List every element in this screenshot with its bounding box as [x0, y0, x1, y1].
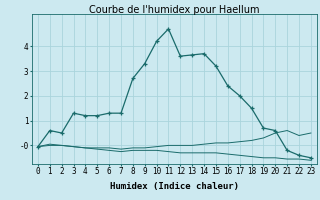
Title: Courbe de l'humidex pour Haellum: Courbe de l'humidex pour Haellum — [89, 5, 260, 15]
X-axis label: Humidex (Indice chaleur): Humidex (Indice chaleur) — [110, 182, 239, 191]
